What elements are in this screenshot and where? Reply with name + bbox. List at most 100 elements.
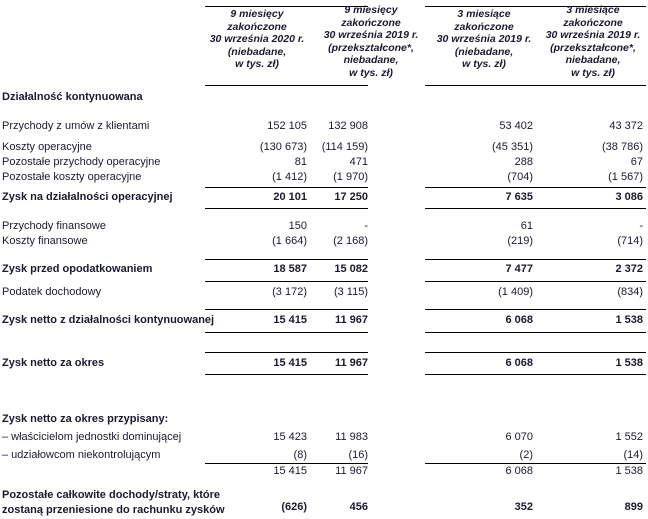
cell-col1: (1 412) — [272, 171, 307, 183]
cell-col2: (3 115) — [333, 286, 368, 298]
cell-col1: (3 172) — [272, 286, 307, 298]
row-label: Koszty operacyjne — [2, 141, 92, 153]
cell-col4: (38 786) — [602, 141, 643, 153]
period-rule-top-left — [205, 352, 368, 353]
cell-col2: (114 159) — [321, 141, 368, 153]
table-row-net-profit-period: Zysk netto za okres 15 415 11 967 6 068 … — [0, 356, 648, 371]
column-header-3-line-4: (niebadane, — [454, 45, 514, 58]
cell-col4: (834) — [617, 286, 643, 298]
table-row-net-profit-continuing: Zysk netto z działalności kontynuowanej … — [0, 313, 648, 328]
row-label: Pozostałe przychody operacyjne — [2, 156, 161, 168]
section-heading-label: Działalność kontynuowana — [2, 91, 143, 103]
row-label: Zysk na działalności operacyjnej — [2, 191, 173, 203]
table-row-attributable-owners: – właścicielom jednostki dominującej 15 … — [0, 430, 648, 445]
attributable-total-rule-right — [425, 463, 646, 464]
cell-col2: 17 250 — [334, 191, 368, 203]
cell-col1: (626) — [281, 501, 307, 513]
column-header-3-line-1: 3 miesiące — [457, 8, 511, 20]
cell-col3: (1 409) — [498, 286, 533, 298]
subtotal-rule-top-right — [425, 187, 646, 188]
cell-col3: 6 070 — [505, 431, 533, 443]
cell-col3: 7 635 — [505, 191, 533, 203]
cell-col3: (704) — [507, 171, 533, 183]
header-top-rule-left — [205, 6, 368, 7]
row-label: Zysk netto za okres przypisany: — [2, 413, 169, 425]
column-header-2-line-2: zakończone — [341, 16, 401, 29]
column-header-4: 3 miesiące zakończone 30 września 2019 r… — [540, 4, 646, 80]
cell-col1: (8) — [293, 449, 307, 461]
cell-col3: 53 402 — [499, 120, 533, 132]
table-row-other-operating-income: Pozostałe przychody operacyjne 81 471 28… — [0, 155, 648, 170]
row-label: Przychody finansowe — [2, 220, 106, 232]
netprofit-rule-bottom-right — [425, 332, 646, 333]
cell-col2: (1 970) — [333, 171, 368, 183]
table-row-financial-income: Przychody finansowe 150 - 61 - — [0, 219, 648, 234]
table-header: 9 miesięcy zakończone 30 września 2020 r… — [0, 0, 648, 88]
cell-col4: 43 372 — [609, 120, 643, 132]
cell-col3: 288 — [514, 156, 533, 168]
column-header-4-line-4: (przekształcone*, — [550, 41, 636, 54]
cell-col1: 81 — [294, 156, 307, 168]
column-header-1-line-2: zakończone — [227, 20, 287, 33]
cell-col4: (1 567) — [608, 171, 643, 183]
cell-col4: 1 538 — [615, 357, 643, 369]
cell-col3: 6 068 — [505, 465, 533, 477]
cell-col3: (45 351) — [492, 141, 533, 153]
cell-col4: 899 — [624, 501, 643, 513]
cell-col1: 15 423 — [273, 431, 307, 443]
cell-col3: 61 — [520, 220, 533, 232]
cell-col1: 150 — [288, 220, 307, 232]
cell-col1: 152 105 — [267, 120, 307, 132]
subtotal-rule-bottom-left — [205, 208, 368, 209]
period-rule-bottom-right — [425, 374, 646, 375]
cell-col3: 352 — [514, 501, 533, 513]
cell-col2: - — [364, 220, 368, 232]
cell-col3: 7 477 — [505, 263, 533, 275]
column-header-4-line-2: zakończone — [563, 16, 623, 29]
column-header-4-line-1: 3 miesiące — [566, 4, 620, 16]
netprofit-rule-bottom-left — [205, 332, 368, 333]
netprofit-rule-top-right — [425, 309, 646, 310]
cell-col1: 15 415 — [273, 465, 307, 477]
row-label: – udziałowcom niekontrolującym — [2, 449, 161, 461]
column-header-3-line-3: 30 września 2019 r. — [436, 33, 532, 46]
column-header-2: 9 miesięcy zakończone 30 września 2019 r… — [315, 4, 427, 80]
column-header-1: 9 miesięcy zakończone 30 września 2020 r… — [205, 8, 309, 71]
column-header-2-line-1: 9 miesięcy — [344, 4, 398, 16]
row-label: Zysk netto z działalności kontynuowanej — [2, 314, 215, 326]
row-label: Koszty finansowe — [2, 235, 88, 247]
subtotal-rule-bottom-right — [425, 208, 646, 209]
table-row-operating-costs: Koszty operacyjne (130 673) (114 159) (4… — [0, 140, 648, 155]
column-header-1-line-3: 30 września 2020 r. — [209, 33, 305, 46]
column-header-4-line-6: w tys. zł) — [571, 66, 615, 79]
cell-col4: 1 538 — [615, 314, 643, 326]
header-top-rule-right — [425, 6, 646, 7]
cell-col4: 1 552 — [615, 431, 643, 443]
row-label: Zysk przed opodatkowaniem — [2, 263, 153, 275]
cell-col2: 132 908 — [328, 120, 368, 132]
cell-col2: 456 — [349, 501, 368, 513]
table-row-other-comprehensive-income: Pozostałe całkowite dochody/straty, któr… — [0, 488, 648, 518]
table-row-attributable-nci: – udziałowcom niekontrolującym (8) (16) … — [0, 448, 648, 463]
cell-col2: 471 — [349, 156, 368, 168]
cell-col2: 11 967 — [335, 465, 368, 477]
cell-col2: 15 082 — [334, 263, 368, 275]
section-heading-continuing-operations: Działalność kontynuowana — [0, 90, 648, 105]
subtotal-rule-top-left — [205, 187, 368, 188]
cell-col4: - — [639, 220, 643, 232]
row-label: Pozostałe całkowite dochody/straty, któr… — [2, 489, 225, 516]
cell-col3: 6 068 — [505, 314, 533, 326]
row-label: Podatek dochodowy — [2, 286, 102, 298]
cell-col1: 20 101 — [273, 191, 307, 203]
column-header-2-line-6: w tys. zł) — [349, 66, 393, 79]
cell-col4: 67 — [630, 156, 643, 168]
column-header-3-line-5: w tys. zł) — [462, 58, 506, 71]
netprofit-rule-top-left — [205, 309, 368, 310]
cell-col4: 2 372 — [615, 263, 643, 275]
row-label: – właścicielom jednostki dominującej — [2, 431, 182, 443]
table-row-attributable-header: Zysk netto za okres przypisany: — [0, 412, 648, 427]
pretax-rule-top-right — [425, 259, 646, 260]
column-header-4-line-3: 30 września 2019 r. — [545, 29, 641, 42]
period-rule-bottom-left — [205, 374, 368, 375]
